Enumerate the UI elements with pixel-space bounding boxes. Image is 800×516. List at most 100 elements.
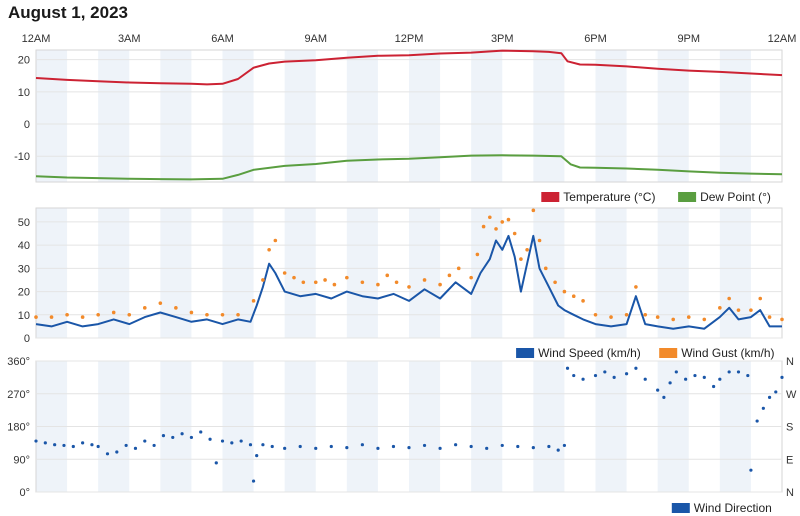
wind-gust-km-h-point — [273, 238, 278, 243]
hour-band — [657, 208, 689, 338]
wind-direction-point — [718, 377, 722, 381]
hour-band — [409, 208, 441, 338]
wind-gust-km-h-point — [142, 306, 147, 310]
time-tick-label: 9PM — [677, 33, 700, 45]
wind-gust-km-h-point — [634, 285, 638, 289]
wind-direction-point — [612, 375, 616, 379]
wind-direction-point — [438, 446, 442, 450]
wind-direction-point — [152, 443, 156, 448]
wind-gust-km-h-point — [394, 280, 399, 285]
wind-direction-point — [662, 395, 666, 399]
hour-band — [409, 50, 441, 182]
y-tick-label: 0° — [19, 487, 30, 499]
y-tick-label: 0 — [24, 333, 30, 345]
wind-direction-point — [251, 479, 256, 483]
compass-label: S — [786, 422, 793, 434]
dew-point-line — [35, 154, 783, 181]
time-tick-label: 3AM — [118, 33, 141, 45]
temperature-c-legend-swatch — [541, 192, 560, 202]
time-tick-label: 12AM — [768, 33, 797, 45]
wind-direction-point — [360, 443, 364, 447]
wind-direction-point — [556, 448, 560, 452]
wind-gust-km-h-point — [624, 312, 629, 317]
wind-gust-km-h-point — [407, 285, 411, 289]
wind-gust-km-h-point — [282, 271, 287, 275]
wind-direction-point — [124, 443, 128, 448]
wind-direction-point — [454, 443, 458, 447]
y-tick-label: 50 — [18, 217, 30, 229]
wind-direction-point — [189, 435, 194, 440]
wind-direction-point — [780, 375, 784, 379]
wind-gust-km-h-point — [301, 280, 306, 285]
hour-band — [98, 50, 130, 182]
wind-direction-point — [749, 468, 753, 472]
wind-direction-point — [199, 430, 203, 434]
wind-direction-point — [565, 366, 570, 370]
wind-direction-point — [702, 375, 706, 379]
wind-direction-point — [345, 446, 349, 450]
wind-direction-point — [314, 446, 318, 450]
time-tick-label: 3PM — [491, 33, 514, 45]
dew-point-legend-swatch — [678, 192, 697, 202]
wind-gust-km-h-point — [519, 257, 523, 261]
wind-direction-point — [674, 370, 678, 374]
wind-direction-point — [329, 444, 333, 449]
wind-gust-km-h-point — [512, 231, 517, 236]
wind-gust-km-h-point — [251, 299, 256, 303]
wind-direction-point — [572, 373, 576, 378]
hour-band — [346, 50, 378, 182]
time-tick-label: 6AM — [211, 33, 234, 45]
wind-gust-km-h-point — [127, 312, 132, 317]
wind-direction-point — [255, 454, 259, 458]
temperature-c-legend-label: Temperature (°C) — [563, 190, 655, 204]
wind-direction-point — [220, 439, 225, 443]
wind-gust-km-h-point — [189, 310, 194, 315]
wind-gust-km-h-point — [65, 312, 69, 317]
wind-gust-km-h-point — [767, 315, 772, 319]
wind-direction-legend-swatch — [671, 503, 690, 513]
wind-direction-point — [239, 439, 243, 443]
wind-direction-point — [767, 395, 772, 399]
y-tick-label: 90° — [13, 454, 30, 466]
wind-direction-point — [593, 373, 598, 378]
hour-band — [222, 50, 254, 182]
wind-direction-point — [105, 452, 110, 456]
wind-gust-km-h-point — [727, 296, 731, 301]
chart-panel-3: 360° N 270° W 180° S 90° E 0° N Wind Direction — [7, 356, 797, 515]
wind-direction-point — [133, 446, 138, 450]
wind-direction-point — [391, 444, 396, 449]
hour-band — [346, 208, 378, 338]
wind-direction-point — [43, 441, 47, 445]
wind-gust-km-h-point — [360, 280, 365, 285]
wind-direction-point — [376, 446, 380, 450]
y-tick-label: 180° — [7, 422, 30, 434]
wind-gust-km-h-point — [469, 275, 473, 280]
wind-direction-point — [283, 446, 287, 450]
wind-gust-km-h-point — [34, 315, 38, 319]
wind-direction-point — [712, 384, 716, 389]
y-tick-label: 360° — [7, 356, 30, 368]
wind-direction-point — [96, 444, 100, 449]
wind-direction-point — [656, 388, 660, 392]
wind-direction-point — [270, 444, 274, 449]
wind-direction-point — [115, 450, 119, 454]
wind-gust-km-h-point — [447, 273, 452, 278]
wind-gust-km-h-point — [609, 315, 613, 319]
wind-gust-km-h-point — [96, 312, 100, 317]
wind-direction-point — [90, 443, 94, 447]
wind-direction-point — [208, 437, 212, 441]
wind-gust-km-h-point — [488, 215, 492, 220]
y-tick-label: -10 — [14, 151, 30, 163]
wind-gust-km-h-point — [158, 301, 163, 305]
wind-gust-km-h-point — [313, 280, 318, 285]
wind-gust-km-h-point — [537, 238, 542, 243]
wind-direction-point — [547, 444, 551, 449]
hour-band — [719, 50, 751, 182]
wind-direction-point — [71, 444, 75, 449]
wind-direction-legend-label: Wind Direction — [694, 501, 772, 515]
wind-direction-point — [581, 377, 585, 381]
hour-band — [160, 50, 192, 182]
wind-direction-point — [485, 446, 489, 450]
wind-gust-km-h-point — [332, 282, 337, 287]
